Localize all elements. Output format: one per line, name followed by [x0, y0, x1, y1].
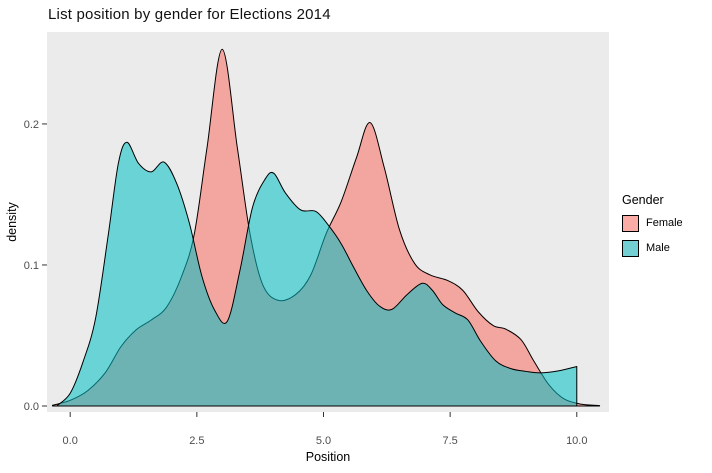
x-tick-label: 2.5: [189, 435, 204, 447]
y-tick-label: 0.2: [24, 119, 39, 131]
x-tick-label: 0.0: [63, 435, 78, 447]
y-tick-label: 0.1: [24, 260, 39, 272]
legend-item-male: Male: [622, 239, 683, 257]
x-tick-label: 10.0: [566, 435, 587, 447]
chart-title: List position by gender for Elections 20…: [48, 6, 331, 23]
legend-item-label: Female: [646, 217, 683, 229]
x-tick-label: 7.5: [442, 435, 457, 447]
y-tick-label: 0.0: [24, 401, 39, 413]
legend-item-female: Female: [622, 214, 683, 232]
x-axis-title: Position: [306, 450, 351, 464]
density-area-male: [57, 141, 578, 407]
legend: Gender Female Male: [620, 193, 683, 264]
legend-key-swatch: [622, 214, 639, 232]
x-tick-label: 5.0: [316, 435, 331, 447]
legend-key-swatch: [622, 239, 639, 257]
y-axis-title: density: [5, 201, 19, 241]
legend-items: Female Male: [620, 214, 683, 257]
legend-item-label: Male: [646, 242, 670, 254]
legend-title: Gender: [622, 193, 664, 207]
